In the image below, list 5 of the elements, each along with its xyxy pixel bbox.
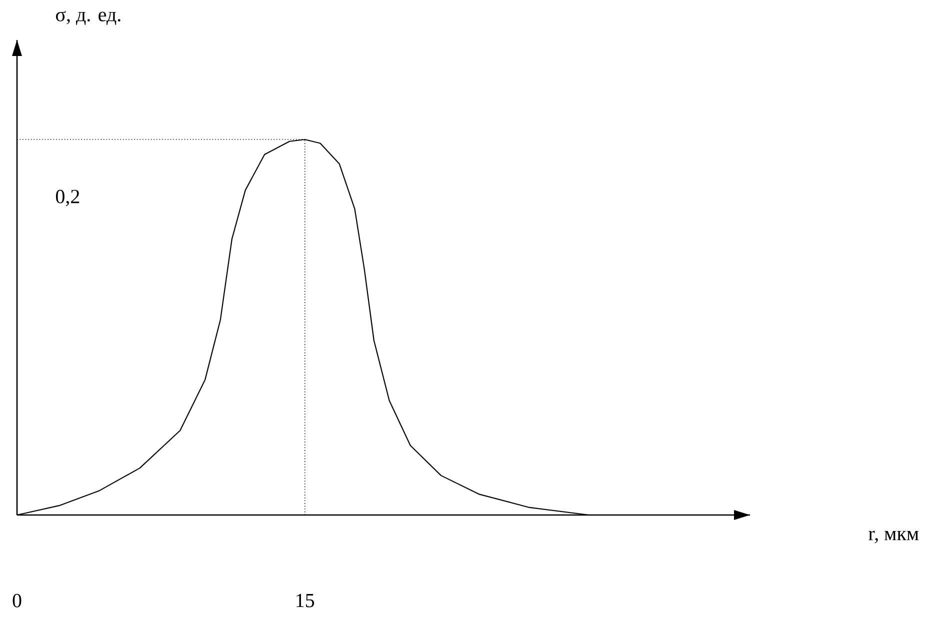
- text: r, мкм: [868, 530, 919, 544]
- x-tick-label: 15: [296, 594, 314, 608]
- text: σ, д. ед.: [56, 10, 120, 26]
- annotation: 0,2: [56, 190, 80, 206]
- x-tick-label: 0: [12, 594, 22, 608]
